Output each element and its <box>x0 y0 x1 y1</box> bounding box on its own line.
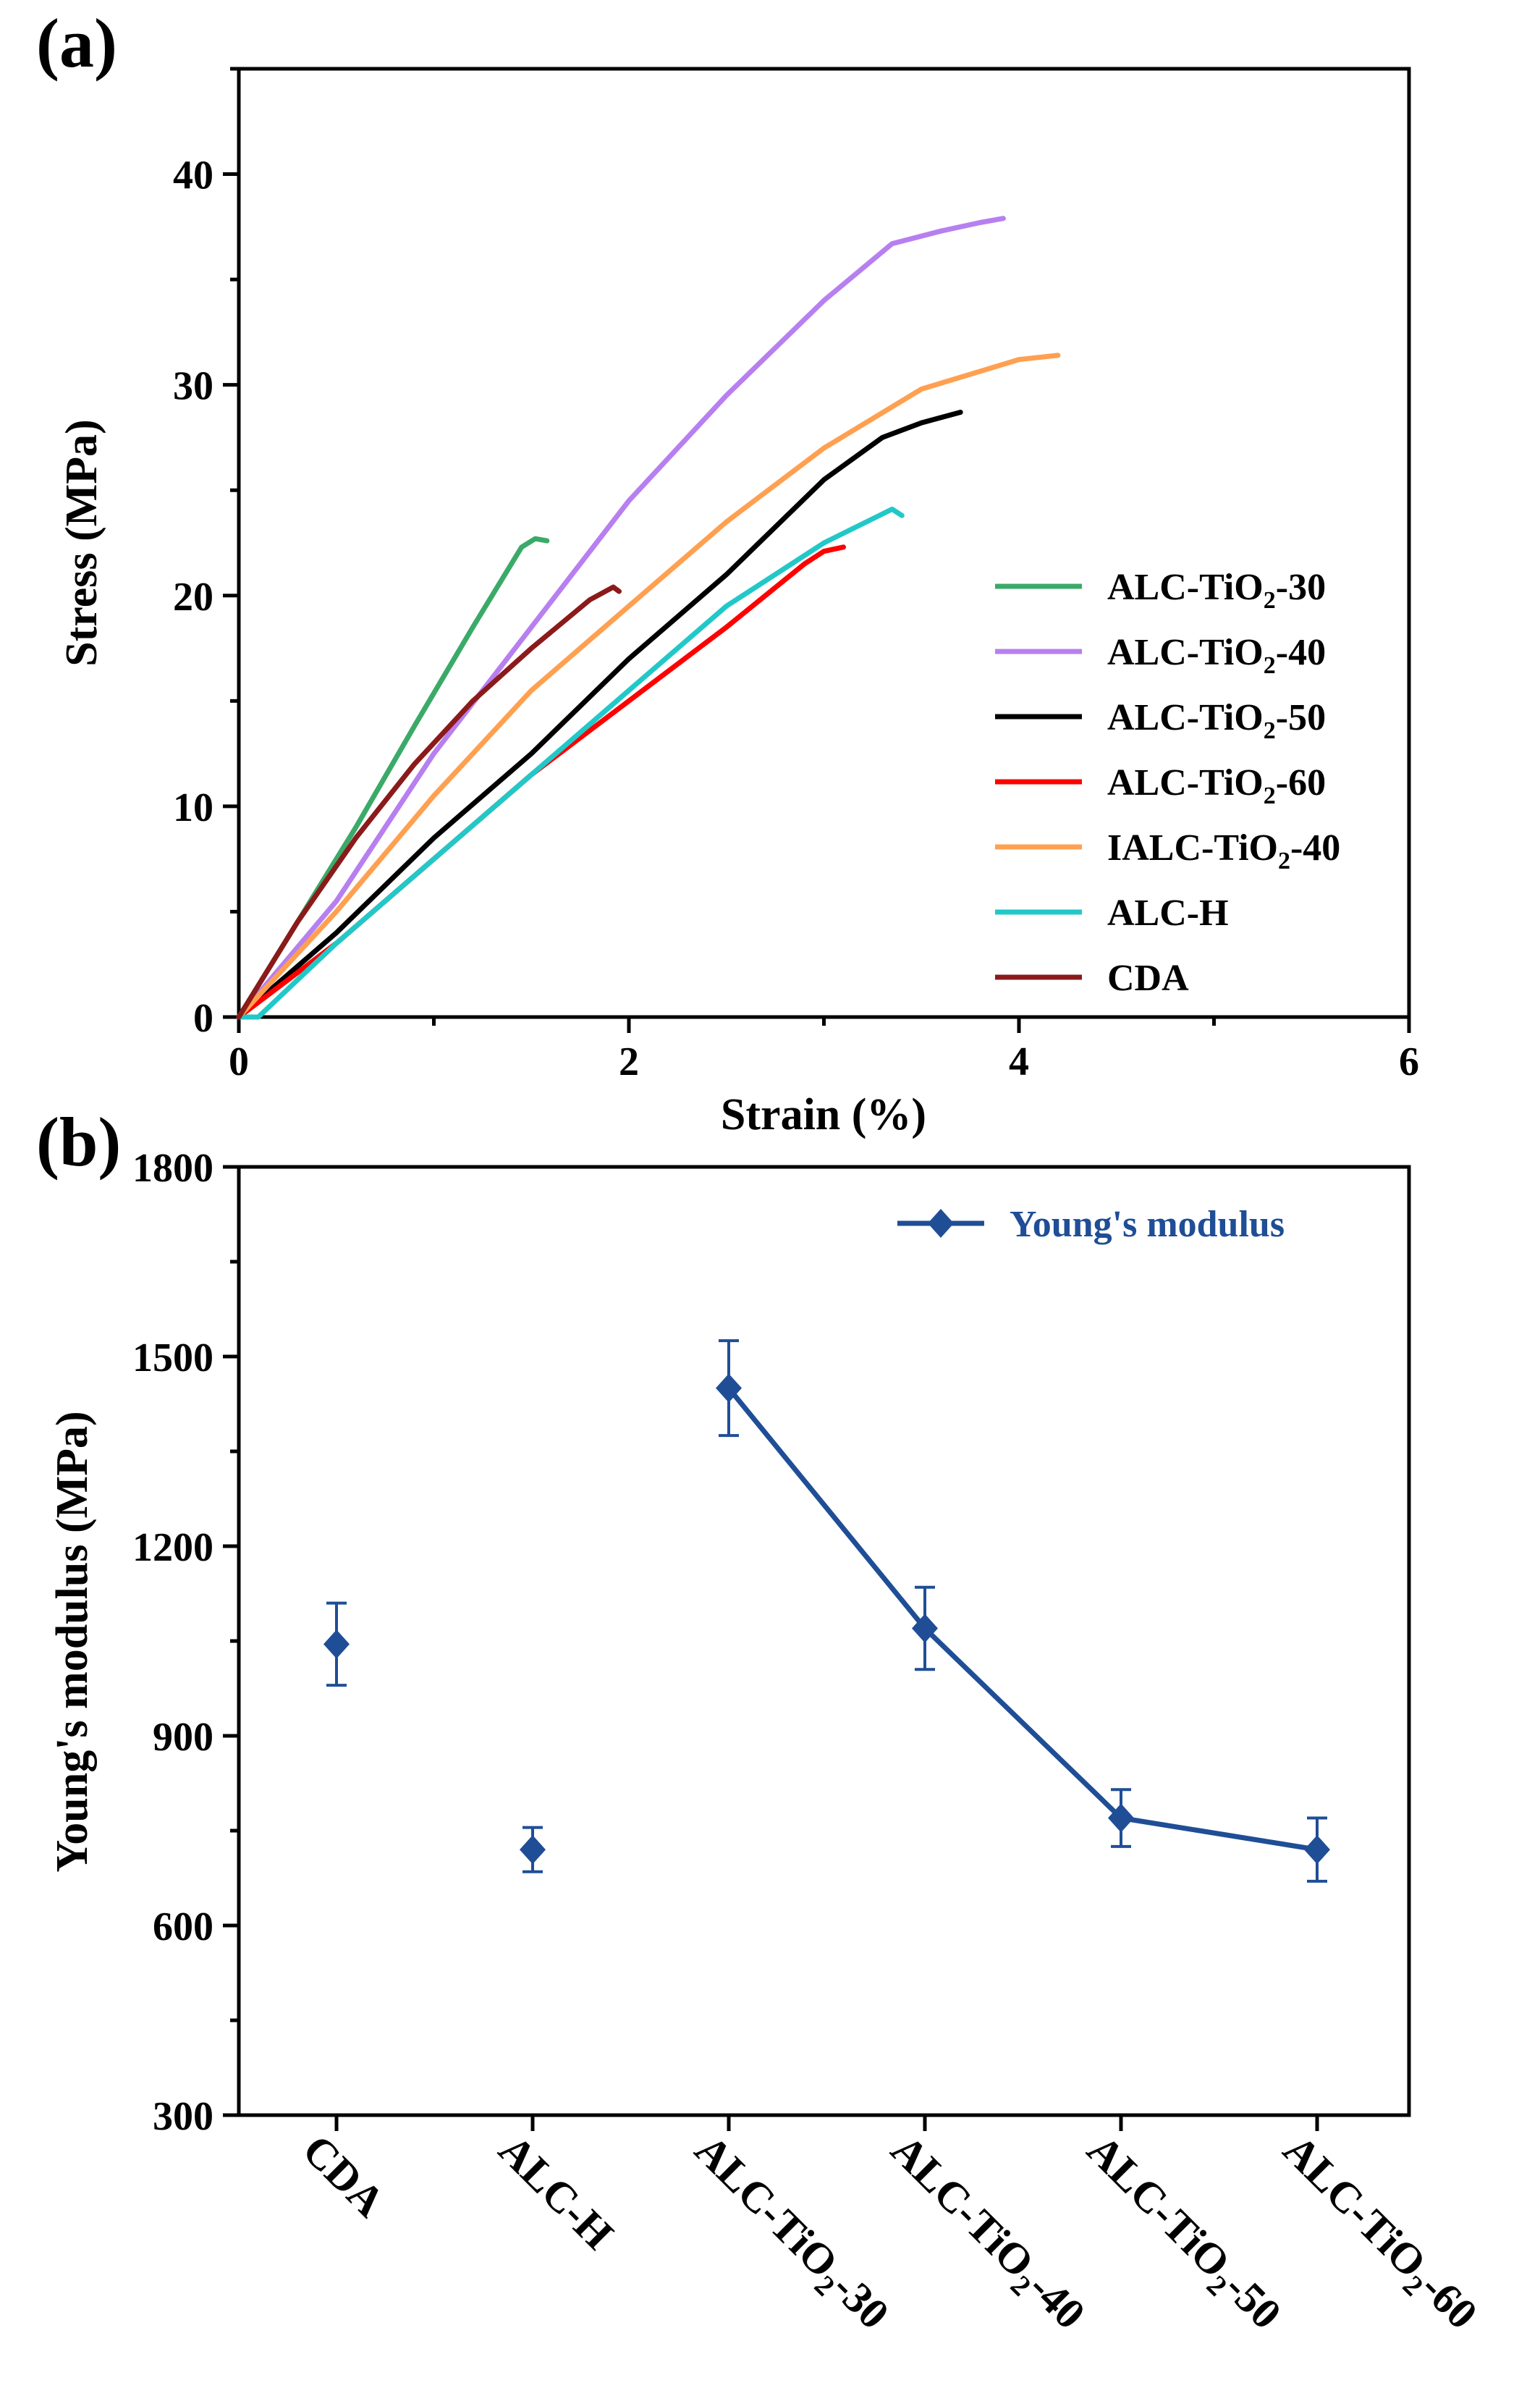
series-line-ialc-tio2-40 <box>236 353 1061 1020</box>
x-tick-label: ALC-H <box>490 2126 622 2258</box>
series-line-cda <box>236 584 622 1020</box>
legend-label-alc-tio2-40: ALC-TiO2-40 <box>1107 632 1326 679</box>
legend-label-youngs-modulus: Young's modulus <box>1010 1204 1285 1245</box>
panel-a-legend: ALC-TiO2-30 ALC-TiO2-40 ALC-TiO2-50 ALC-TiO… <box>995 567 1340 999</box>
x-tick-label: 2 <box>619 1039 639 1084</box>
x-tick-label: ALC-TiO2-50 <box>1073 2126 1290 2343</box>
panel-a-y-axis-label: Stress (MPa) <box>57 419 106 666</box>
y-tick-label: 600 <box>153 1904 213 1949</box>
y-tick-label: 30 <box>173 364 213 409</box>
panel-b-data-marks <box>323 1339 1330 1883</box>
panel-b-plot-frame <box>237 1165 1411 2117</box>
series-line-alc-tio2-40 <box>236 216 1006 1020</box>
x-tick-label: ALC-TiO2-30 <box>681 2126 898 2343</box>
x-tick-label: 0 <box>229 1039 249 1084</box>
x-tick-label: ALC-TiO2-40 <box>877 2126 1094 2343</box>
y-tick-label: 10 <box>173 785 213 830</box>
panel-a-stress-strain-chart: (a) 0 2 4 6 0 10 20 30 40 Strain (%) Stress (MPa… <box>36 4 1419 1139</box>
y-tick-label: 40 <box>173 153 213 198</box>
panel-a-x-axis-label: Strain (%) <box>721 1090 926 1139</box>
y-tick-label: 1500 <box>132 1336 213 1380</box>
data-point-diamond <box>520 1835 546 1865</box>
y-tick-label: 900 <box>153 1715 213 1760</box>
x-tick-label: 4 <box>1009 1039 1029 1084</box>
y-tick-label: 20 <box>173 575 213 620</box>
data-point-diamond <box>1304 1835 1330 1865</box>
x-tick-label: CDA <box>294 2126 394 2227</box>
legend-label-alc-tio2-50: ALC-TiO2-50 <box>1107 697 1326 744</box>
y-tick-label: 1200 <box>132 1525 213 1570</box>
data-point-diamond <box>912 1613 938 1643</box>
panel-b-label: (b) <box>36 1103 121 1181</box>
panel-a-label: (a) <box>36 4 117 82</box>
x-tick-label: ALC-TiO2-60 <box>1269 2126 1486 2343</box>
legend-label-ialc-tio2-40: IALC-TiO2-40 <box>1107 827 1340 874</box>
y-tick-label: 1800 <box>132 1146 213 1191</box>
panel-b-youngs-modulus-chart: (b) 300 600 900 1200 1500 1800 CDA ALC-H ALC-TiO… <box>36 1103 1486 2343</box>
y-tick-label: 300 <box>153 2094 213 2139</box>
panel-a-series-lines <box>236 216 1061 1020</box>
panel-b-y-axis-label: Young's modulus (MPa) <box>48 1411 97 1872</box>
legend-label-cda: CDA <box>1107 958 1189 999</box>
data-point-diamond <box>716 1373 742 1403</box>
legend-diamond-marker <box>928 1209 954 1238</box>
youngs-modulus-line <box>727 1386 1318 1852</box>
legend-label-alc-tio2-60: ALC-TiO2-60 <box>1107 762 1326 809</box>
legend-label-alc-h: ALC-H <box>1107 893 1229 934</box>
y-tick-label: 0 <box>193 996 213 1041</box>
panel-a-axis-ticks: 0 2 4 6 0 10 20 30 40 <box>173 67 1419 1084</box>
x-tick-label: 6 <box>1399 1039 1419 1084</box>
series-line-alc-h <box>236 506 905 1020</box>
legend-label-alc-tio2-30: ALC-TiO2-30 <box>1107 567 1326 614</box>
data-point-diamond <box>323 1629 350 1659</box>
panel-b-axis-ticks: 300 600 900 1200 1500 1800 CDA ALC-H ALC-TiO2-30… <box>132 1146 1486 2343</box>
data-point-diamond <box>1108 1803 1134 1833</box>
series-line-alc-tio2-50 <box>236 410 963 1020</box>
panel-b-legend: Young's modulus <box>897 1204 1285 1245</box>
